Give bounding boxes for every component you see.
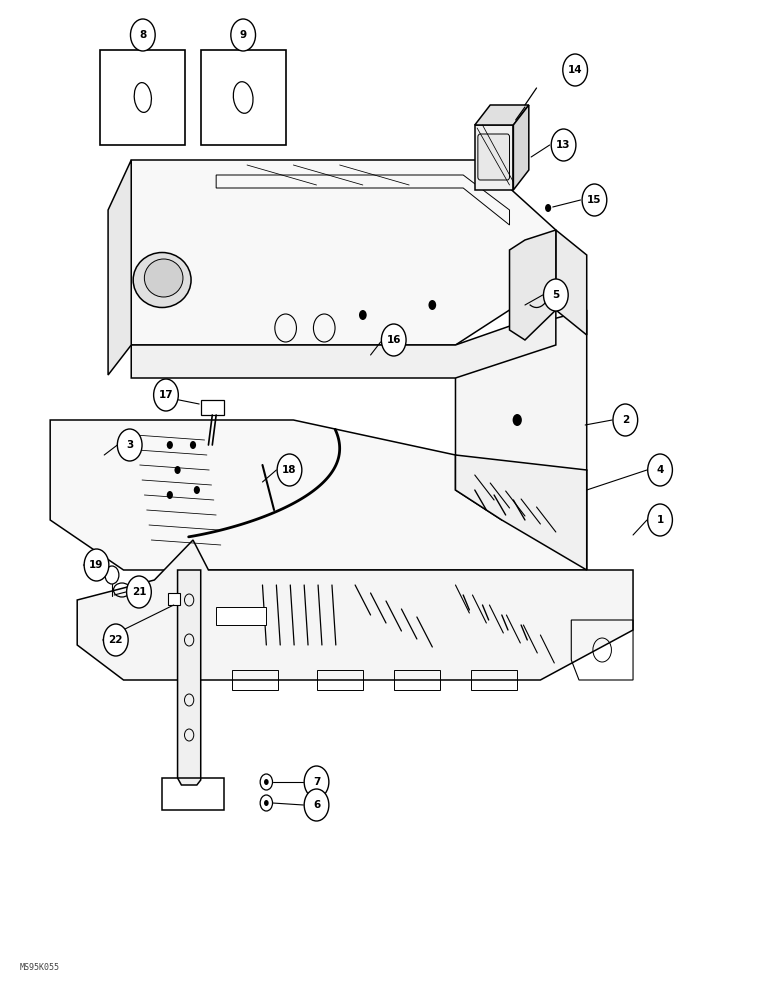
FancyBboxPatch shape xyxy=(100,50,185,145)
Circle shape xyxy=(304,766,329,798)
FancyBboxPatch shape xyxy=(216,607,266,625)
Text: 18: 18 xyxy=(283,465,296,475)
Circle shape xyxy=(513,414,522,426)
Text: 8: 8 xyxy=(139,30,147,40)
Ellipse shape xyxy=(133,252,191,308)
Circle shape xyxy=(277,454,302,486)
Polygon shape xyxy=(178,570,201,785)
Circle shape xyxy=(190,441,196,449)
Polygon shape xyxy=(475,105,529,125)
Polygon shape xyxy=(131,160,556,345)
Circle shape xyxy=(154,379,178,411)
Polygon shape xyxy=(77,540,633,680)
Circle shape xyxy=(428,300,436,310)
Text: 5: 5 xyxy=(552,290,560,300)
Text: 17: 17 xyxy=(159,390,173,400)
Circle shape xyxy=(264,800,269,806)
Circle shape xyxy=(543,279,568,311)
Circle shape xyxy=(84,549,109,581)
Circle shape xyxy=(130,19,155,51)
Circle shape xyxy=(648,504,672,536)
Text: MS95K055: MS95K055 xyxy=(19,963,59,972)
Text: 9: 9 xyxy=(239,30,247,40)
Text: 22: 22 xyxy=(109,635,123,645)
Circle shape xyxy=(127,576,151,608)
Text: 4: 4 xyxy=(656,465,664,475)
Circle shape xyxy=(563,54,587,86)
Text: 7: 7 xyxy=(313,777,320,787)
Text: 13: 13 xyxy=(557,140,571,150)
Circle shape xyxy=(167,491,173,499)
Text: 16: 16 xyxy=(387,335,401,345)
Circle shape xyxy=(117,429,142,461)
Circle shape xyxy=(381,324,406,356)
Polygon shape xyxy=(556,230,587,335)
Polygon shape xyxy=(108,160,131,375)
Circle shape xyxy=(304,789,329,821)
Ellipse shape xyxy=(144,259,183,297)
Polygon shape xyxy=(201,400,224,415)
Text: 19: 19 xyxy=(90,560,103,570)
Text: 15: 15 xyxy=(587,195,601,205)
Polygon shape xyxy=(513,105,529,190)
Text: 1: 1 xyxy=(656,515,664,525)
Text: 14: 14 xyxy=(568,65,582,75)
Text: 2: 2 xyxy=(621,415,629,425)
Polygon shape xyxy=(510,230,556,340)
Circle shape xyxy=(103,624,128,656)
Circle shape xyxy=(174,466,181,474)
Polygon shape xyxy=(455,455,587,570)
Circle shape xyxy=(194,486,200,494)
FancyBboxPatch shape xyxy=(478,134,510,180)
Circle shape xyxy=(551,129,576,161)
Text: 6: 6 xyxy=(313,800,320,810)
Circle shape xyxy=(231,19,256,51)
Circle shape xyxy=(545,204,551,212)
Text: 21: 21 xyxy=(132,587,146,597)
Circle shape xyxy=(648,454,672,486)
Circle shape xyxy=(613,404,638,436)
Circle shape xyxy=(264,779,269,785)
Circle shape xyxy=(582,184,607,216)
Text: 3: 3 xyxy=(126,440,134,450)
Polygon shape xyxy=(455,310,587,520)
Polygon shape xyxy=(131,310,556,378)
Polygon shape xyxy=(50,420,587,570)
FancyBboxPatch shape xyxy=(168,593,180,605)
Circle shape xyxy=(359,310,367,320)
Polygon shape xyxy=(475,125,513,190)
Circle shape xyxy=(167,441,173,449)
FancyBboxPatch shape xyxy=(201,50,286,145)
